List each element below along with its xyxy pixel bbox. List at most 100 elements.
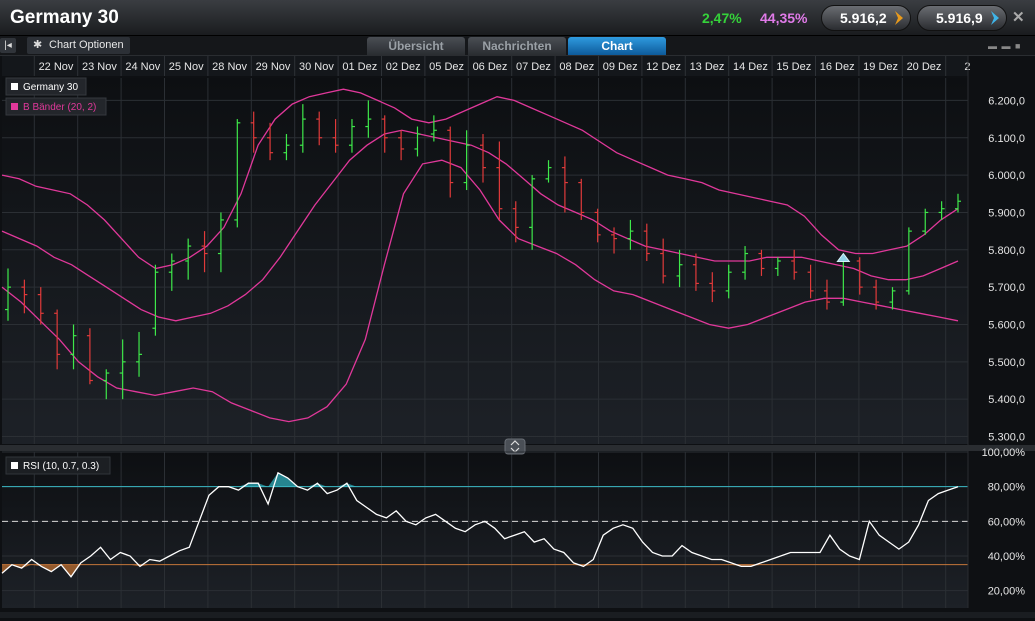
- price-legend-entry: Germany 30: [5, 77, 87, 96]
- ohlc-bar: [381, 115, 388, 153]
- chart-options-button[interactable]: ✱ Chart Optionen: [27, 37, 130, 54]
- ohlc-bar: [807, 264, 814, 299]
- ohlc-bar: [561, 156, 568, 213]
- chart-options-label: Chart Optionen: [49, 39, 124, 51]
- date-tick-label: 09 Dez: [603, 61, 638, 73]
- sentiment-percent: 44,35%: [760, 10, 808, 26]
- price-tick-label: 5.500,0: [988, 357, 1025, 369]
- tab-news[interactable]: Nachrichten: [468, 37, 566, 55]
- ohlc-bar: [742, 246, 749, 280]
- close-icon[interactable]: ✕: [1012, 9, 1025, 26]
- ohlc-bar: [955, 193, 961, 213]
- price-tick-label: 6.200,0: [988, 95, 1025, 107]
- ohlc-bar: [348, 119, 355, 153]
- ohlc-bar: [791, 249, 798, 280]
- price-tick-label: 5.800,0: [988, 245, 1025, 257]
- ohlc-bar: [758, 249, 765, 276]
- ohlc-bar: [398, 130, 405, 161]
- ohlc-bar: [185, 238, 192, 280]
- ohlc-bar: [774, 257, 781, 276]
- date-tick-label: 13 Dez: [690, 61, 725, 73]
- daily-change: 2,47%: [702, 10, 742, 26]
- ohlc-bar: [414, 126, 421, 157]
- gear-icon: ✱: [33, 39, 43, 51]
- price-legend-entry: B Bänder (20, 2): [5, 97, 107, 116]
- legend-swatch: [11, 103, 18, 110]
- ohlc-bar: [430, 115, 437, 142]
- ohlc-bar: [905, 227, 912, 295]
- date-tick-label: 29 Nov: [256, 61, 291, 73]
- trade-marker-icon: [836, 252, 851, 263]
- bollinger-middle-band: [1, 129, 959, 322]
- ohlc-bar: [692, 253, 699, 291]
- ohlc-bar: [578, 178, 585, 220]
- rsi-panel: [2, 452, 968, 608]
- ohlc-bar: [152, 264, 159, 336]
- price-tick-label: 6.000,0: [988, 170, 1025, 182]
- title-bar: Germany 30 2,47% 44,35% 5.916,2 5.916,9 …: [0, 0, 1035, 36]
- date-tick-label: 16 Dez: [820, 61, 855, 73]
- price-tick-label: 5.400,0: [988, 394, 1025, 406]
- chart-area: 22 Nov 23 Nov 24 Nov 25 Nov 28 Nov 29 Nov 30 N…: [0, 56, 1035, 621]
- bollinger-upper-band: [1, 88, 959, 270]
- window-controls-icon[interactable]: ▬ ▬ ■: [988, 41, 1022, 51]
- legend-swatch: [11, 462, 18, 469]
- ohlc-bar: [234, 119, 241, 228]
- ohlc-bar: [283, 134, 290, 161]
- ohlc-bar: [627, 219, 634, 250]
- ohlc-bar: [643, 223, 650, 261]
- date-tick-label: 20 Dez: [907, 61, 942, 73]
- date-tick-label: 01 Dez: [342, 61, 377, 73]
- date-tick-label: 23 Nov: [82, 61, 117, 73]
- ohlc-bar: [709, 272, 716, 303]
- ohlc-bar: [21, 279, 28, 314]
- legend-label: B Bänder (20, 2): [23, 102, 96, 113]
- date-tick-label: 19 Dez: [863, 61, 898, 73]
- sell-price-button[interactable]: 5.916,2: [821, 5, 911, 31]
- ohlc-bar: [103, 369, 110, 400]
- ohlc-bar: [54, 309, 61, 370]
- price-tick-label: 5.600,0: [988, 319, 1025, 331]
- down-arrow-icon: [895, 11, 903, 25]
- ohlc-bar: [889, 287, 896, 310]
- ohlc-bar: [529, 175, 536, 250]
- ohlc-bar: [545, 160, 552, 183]
- ohlc-bar: [447, 126, 454, 198]
- tab-chart[interactable]: Chart: [568, 37, 666, 55]
- legend-box: [5, 77, 87, 96]
- legend-label: Germany 30: [23, 82, 78, 93]
- ohlc-bar: [922, 208, 929, 235]
- legend-swatch: [11, 83, 18, 90]
- buy-price-button[interactable]: 5.916,9: [917, 5, 1007, 31]
- date-tick-label: 2: [964, 61, 970, 73]
- date-tick-label: 08 Dez: [559, 61, 594, 73]
- date-tick-label: 12 Dez: [646, 61, 681, 73]
- date-tick-label: 25 Nov: [169, 61, 204, 73]
- ohlc-bar: [316, 111, 323, 146]
- horizontal-scrollbar: [0, 612, 1035, 618]
- rsi-tick-label: 80,00%: [988, 482, 1026, 494]
- ohlc-bar: [676, 249, 683, 288]
- date-header-bar: [2, 56, 968, 76]
- collapse-panel-button[interactable]: |◂: [0, 38, 16, 53]
- rsi-tick-label: 40,00%: [988, 551, 1026, 563]
- ohlc-bar: [660, 238, 667, 284]
- ohlc-bar: [725, 264, 732, 299]
- toolbar: |◂ ✱ Chart Optionen Übersicht Nachrichte…: [0, 36, 1035, 56]
- ohlc-bar: [480, 134, 486, 183]
- ohlc-bar: [332, 119, 339, 153]
- legend-box: [5, 97, 107, 116]
- price-tick-label: 5.300,0: [988, 432, 1025, 444]
- ohlc-bar: [201, 231, 208, 273]
- ohlc-bar: [267, 122, 274, 161]
- rsi-line: [1, 471, 959, 578]
- rsi-tick-label: 100,00%: [982, 447, 1026, 459]
- rsi-tick-label: 20,00%: [988, 586, 1026, 598]
- date-tick-label: 02 Dez: [386, 61, 421, 73]
- date-tick-label: 14 Dez: [733, 61, 768, 73]
- chart-svg[interactable]: 22 Nov 23 Nov 24 Nov 25 Nov 28 Nov 29 Nov 30 N…: [0, 56, 1035, 621]
- tab-overview[interactable]: Übersicht: [367, 37, 465, 55]
- ohlc-bar: [168, 253, 175, 291]
- splitter-handle-icon: [504, 438, 526, 455]
- date-tick-label: 24 Nov: [125, 61, 160, 73]
